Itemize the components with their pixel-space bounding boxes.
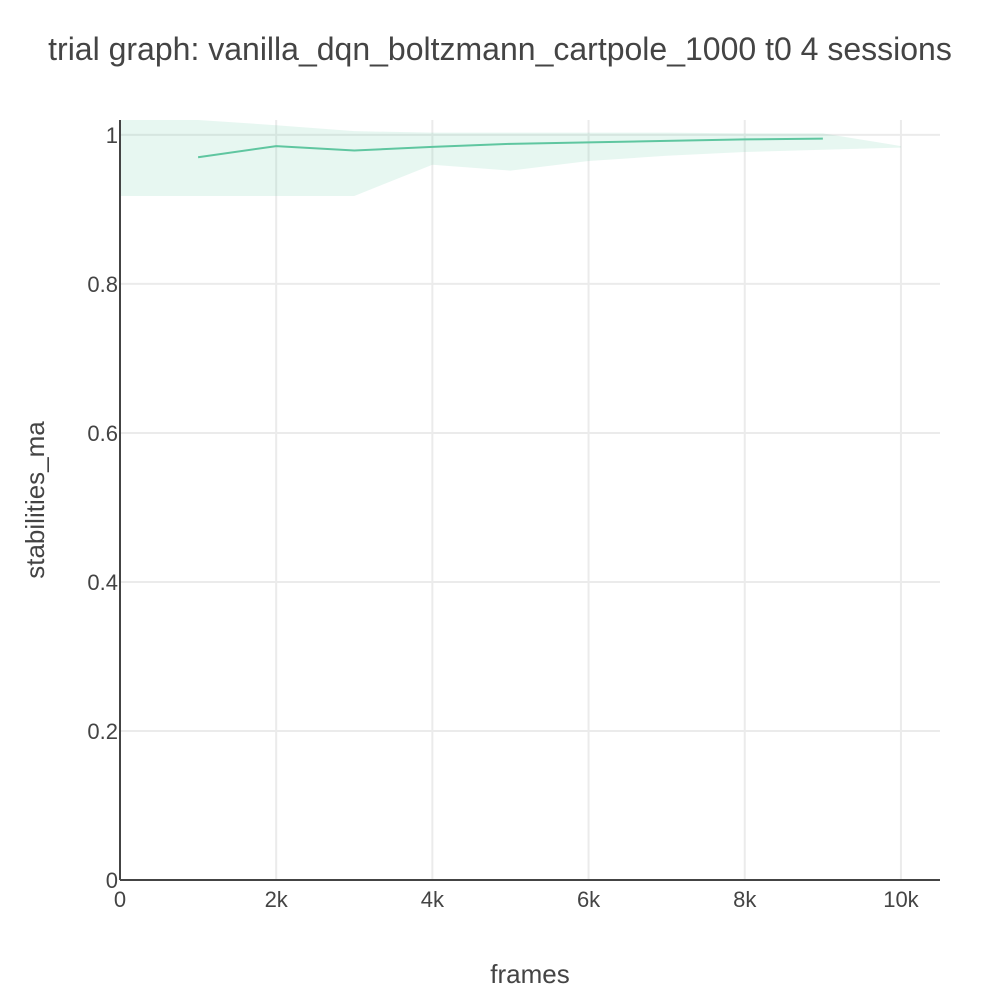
series-layer [197,137,823,159]
x-tick-label: 8k [733,887,757,912]
grid [120,120,940,880]
x-tick-label: 0 [114,887,126,912]
y-tick-label: 0.8 [87,272,118,297]
axes [119,120,940,881]
x-tick-label: 6k [577,887,601,912]
y-tick-label: 0.2 [87,719,118,744]
chart-title: trial graph: vanilla_dqn_boltzmann_cartp… [48,31,952,67]
x-tick-label: 2k [265,887,289,912]
tick-labels: 0 2k 4k 6k 8k 10k 0 0.2 0.4 0.6 0.8 1 [87,123,919,912]
y-axis-title: stabilities_ma [20,421,50,579]
x-tick-label: 10k [883,887,919,912]
error-band-layer [120,120,901,196]
x-axis-title: frames [490,959,569,989]
y-tick-label: 0.6 [87,421,118,446]
x-tick-label: 4k [421,887,445,912]
error-band [120,120,901,196]
y-tick-label: 0 [106,868,118,893]
y-tick-label: 0.4 [87,570,118,595]
y-tick-label: 1 [106,123,118,148]
series-line [197,137,823,159]
